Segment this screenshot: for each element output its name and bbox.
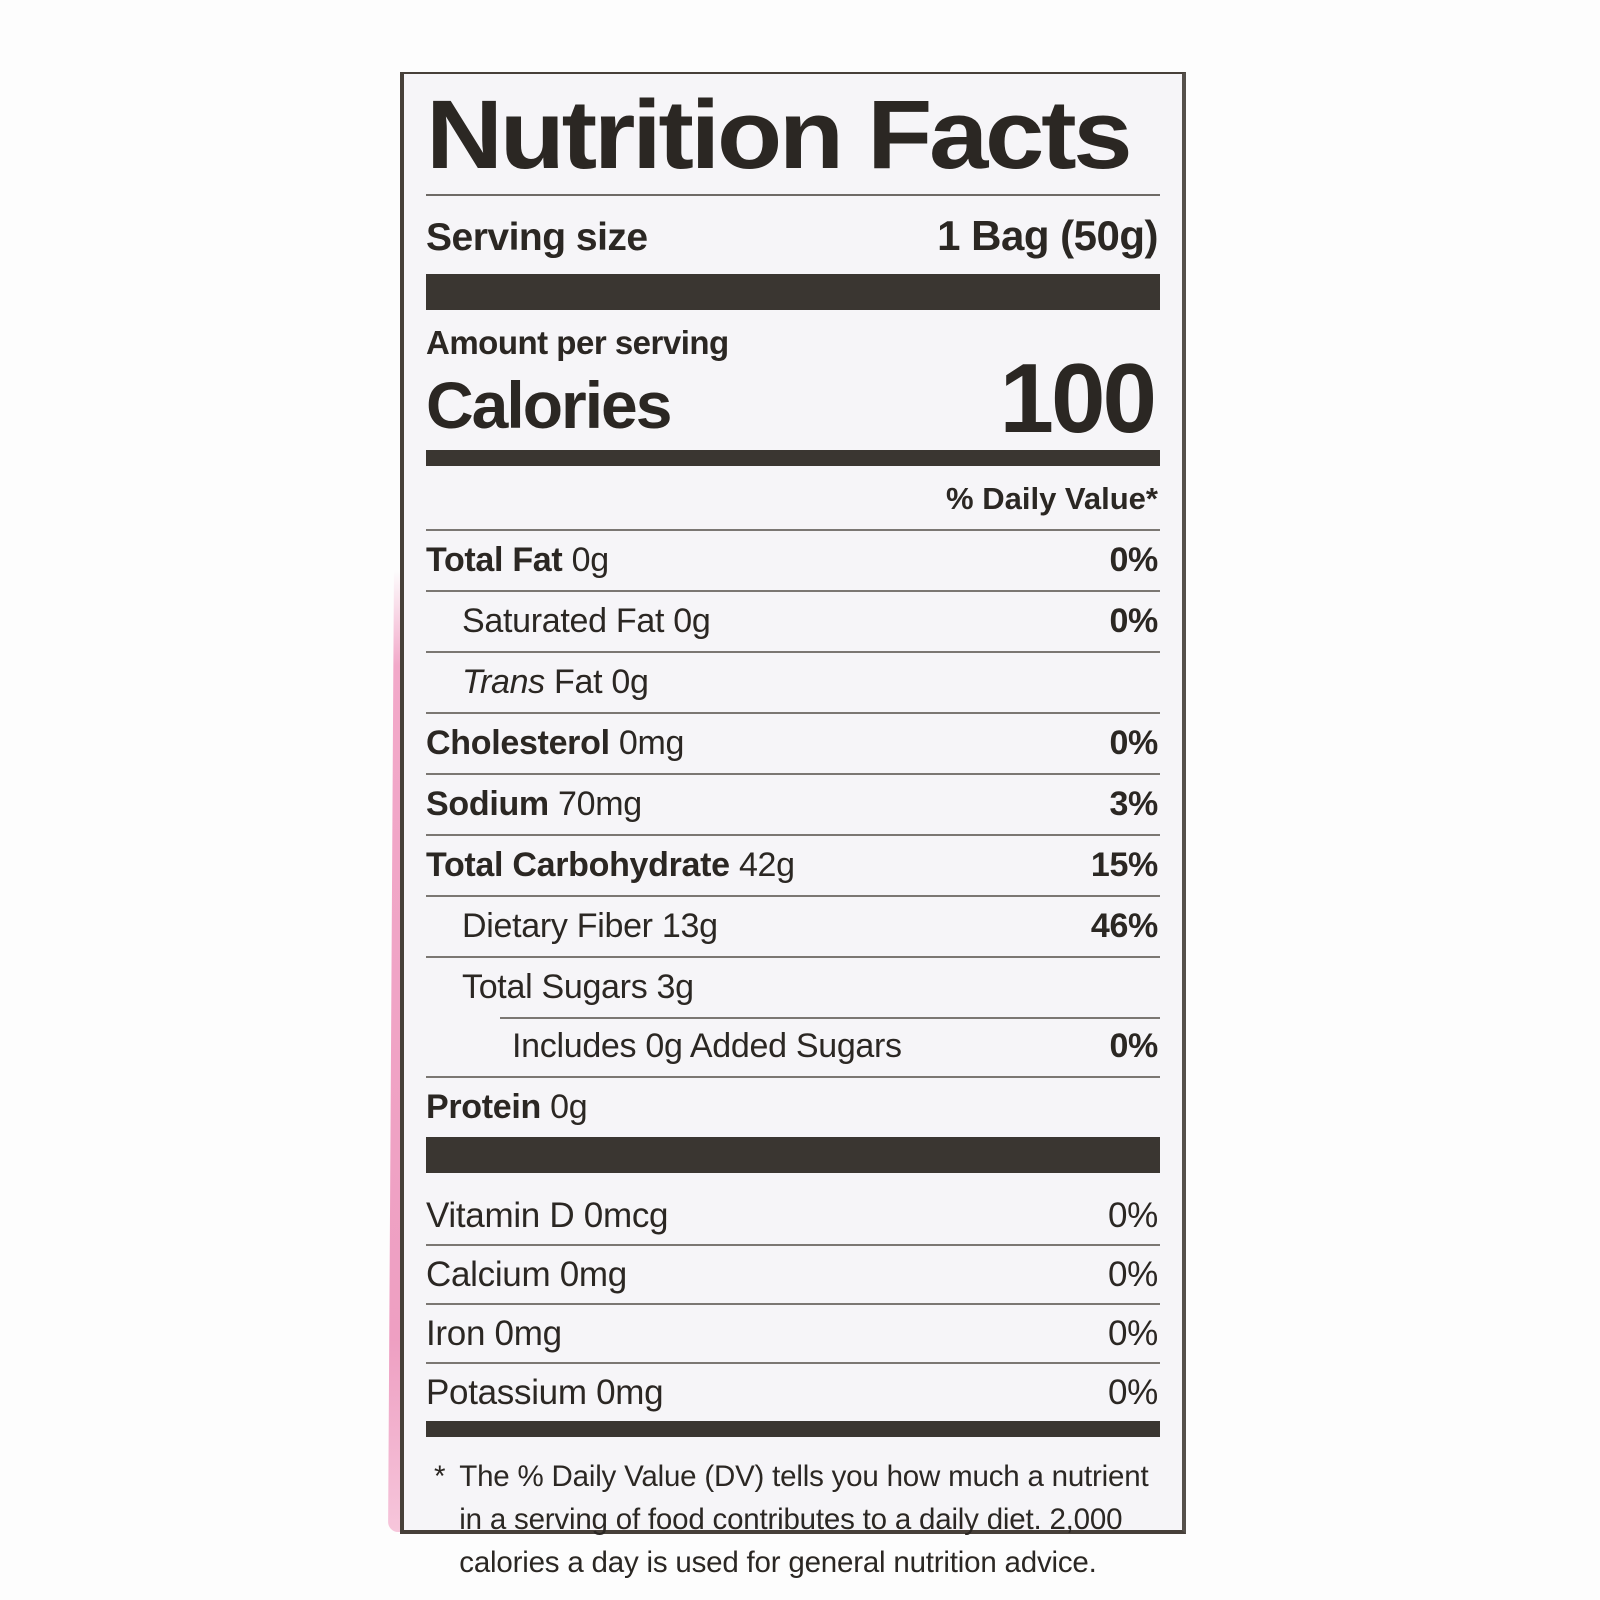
nutrient-daily-value: 0% (1108, 1195, 1158, 1235)
nutrient-row: Sodium 70mg 3% (426, 773, 1160, 834)
nutrient-daily-value: 0% (1108, 1372, 1158, 1412)
divider-thick-bar (426, 1137, 1160, 1174)
nutrient-rows: Total Fat 0g 0% Saturated Fat 0g 0% Tran… (426, 529, 1160, 1137)
nutrient-row: Total Sugars 3g (426, 956, 1160, 1017)
nutrition-facts-label: Nutrition Facts Serving size 1 Bag (50g)… (400, 72, 1186, 1579)
nutrient-name: Calcium 0mg (426, 1254, 627, 1294)
nutrient-row: Total Carbohydrate 42g 15% (426, 834, 1160, 895)
spacer (426, 1173, 1160, 1187)
nutrient-name: Total Sugars 3g (462, 968, 694, 1007)
daily-value-header: % Daily Value* (946, 481, 1158, 517)
calories-value: 100 (999, 342, 1157, 453)
nutrient-row: Protein 0g (426, 1076, 1160, 1137)
nutrient-row: Potassium 0mg 0% (426, 1362, 1160, 1421)
micronutrient-rows: Vitamin D 0mcg 0% Calcium 0mg 0% Iron 0m… (426, 1187, 1160, 1421)
nutrient-name: Saturated Fat 0g (462, 602, 711, 641)
nutrient-daily-value: 3% (1109, 785, 1158, 824)
footnote-asterisk: * (434, 1460, 446, 1494)
divider-medium-bar (426, 450, 1160, 467)
divider-medium-bar (426, 1421, 1160, 1438)
nutrient-name: Iron 0mg (426, 1313, 562, 1353)
nutrient-name: Total Carbohydrate 42g (426, 846, 795, 885)
nutrient-name: Trans Fat 0g (462, 663, 649, 702)
daily-value-footnote: * The % Daily Value (DV) tells you how m… (426, 1437, 1160, 1584)
nutrient-name: Includes 0g Added Sugars (512, 1027, 902, 1066)
nutrient-row: Calcium 0mg 0% (426, 1244, 1160, 1303)
nutrient-name: Total Fat 0g (426, 541, 609, 580)
nutrient-name: Potassium 0mg (426, 1372, 664, 1412)
nutrient-row: Trans Fat 0g (426, 651, 1160, 712)
nutrient-daily-value: 0% (1109, 541, 1158, 580)
nutrient-name: Vitamin D 0mcg (426, 1195, 669, 1235)
amount-per-serving-label: Amount per serving (426, 323, 729, 361)
nutrient-name: Protein 0g (426, 1088, 588, 1127)
nutrient-daily-value: 46% (1090, 907, 1158, 946)
nutrient-daily-value: 0% (1108, 1313, 1158, 1353)
nutrient-row: Cholesterol 0mg 0% (426, 712, 1160, 773)
nutrient-row: Iron 0mg 0% (426, 1303, 1160, 1362)
nutrient-row: Vitamin D 0mcg 0% (426, 1187, 1160, 1244)
nutrient-daily-value: 0% (1109, 1027, 1158, 1066)
nutrient-daily-value: 15% (1090, 846, 1158, 885)
nutrient-daily-value: 0% (1109, 602, 1158, 641)
nutrient-row: Includes 0g Added Sugars 0% (426, 1017, 1160, 1076)
nutrient-row: Total Fat 0g 0% (426, 529, 1160, 590)
calories-row: Calories 100 (426, 342, 1160, 453)
nutrient-name: Sodium 70mg (426, 785, 642, 824)
serving-size-row: Serving size 1 Bag (50g) (426, 196, 1160, 274)
nutrient-daily-value: 0% (1109, 724, 1158, 763)
nutrient-row: Saturated Fat 0g 0% (426, 590, 1160, 651)
footnote-text: The % Daily Value (DV) tells you how muc… (459, 1460, 1149, 1580)
serving-size-value: 1 Bag (50g) (937, 211, 1158, 259)
nutrient-daily-value: 0% (1108, 1254, 1158, 1294)
divider-thick-bar (426, 273, 1160, 310)
calories-label: Calories (426, 368, 672, 443)
nutrient-row: Dietary Fiber 13g 46% (426, 895, 1160, 956)
serving-size-label: Serving size (426, 215, 648, 259)
nutrient-name: Dietary Fiber 13g (462, 907, 718, 946)
divider-hairline (426, 193, 1160, 196)
label-title: Nutrition Facts (426, 80, 1133, 189)
nutrient-name: Cholesterol 0mg (426, 724, 685, 763)
